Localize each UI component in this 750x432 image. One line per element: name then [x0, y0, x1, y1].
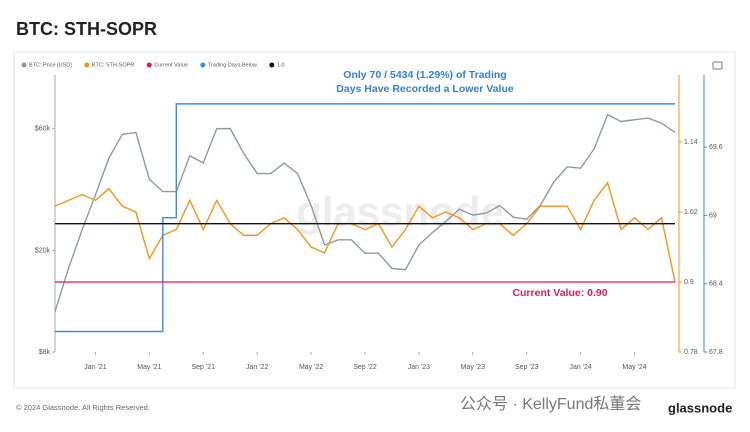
y3-tick-label: 69 — [709, 212, 717, 219]
y3-tick-label: 67.8 — [709, 349, 723, 356]
y2-tick-label: 0.9 — [684, 279, 694, 286]
y2-tick-label: 0.78 — [684, 349, 698, 356]
y3-tick-label: 68.4 — [709, 281, 723, 288]
y3-tick-label: 69.6 — [709, 144, 723, 151]
legend-label: Current Value — [154, 62, 188, 68]
y2-tick-label: 1.14 — [684, 139, 698, 146]
y-tick-label: $20k — [35, 247, 51, 254]
x-tick-label: May '21 — [137, 364, 161, 371]
legend-swatch — [146, 62, 152, 68]
watermark: glassnode — [296, 188, 504, 235]
series-line — [55, 103, 675, 333]
x-tick-label: Sep '22 — [353, 364, 377, 371]
x-tick-label: May '24 — [622, 364, 646, 371]
legend-label: BTC: STH-SOPR — [92, 62, 135, 68]
legend-label: Trading Days Below — [208, 62, 257, 68]
legend-swatch — [200, 62, 206, 68]
y-tick-label: $60k — [35, 125, 51, 132]
legend-swatch — [21, 62, 27, 68]
x-tick-label: Sep '21 — [191, 364, 215, 371]
series-line — [54, 113, 676, 312]
overlay-text: 公众号 · KellyFund私董会 — [460, 395, 641, 413]
legend-label: BTC: Price [USD] — [29, 62, 72, 68]
x-tick-label: Jan '21 — [84, 364, 106, 371]
legend-label: 1.0 — [277, 62, 285, 68]
x-tick-label: May '22 — [299, 364, 323, 371]
chart-frame — [13, 51, 736, 389]
chart-title: BTC: STH-SOPR — [16, 19, 157, 39]
logo: glassnode — [668, 400, 732, 415]
legend-swatch — [269, 62, 275, 68]
x-tick-label: Sep '23 — [515, 364, 539, 371]
x-tick-label: Jan '23 — [408, 364, 430, 371]
x-tick-label: Jan '24 — [569, 364, 591, 371]
x-tick-label: May '23 — [461, 364, 485, 371]
footer: © 2024 Glassnode. All Rights Reserved. — [16, 403, 150, 412]
camera-icon[interactable] — [712, 61, 723, 70]
x-tick-label: Jan '22 — [246, 364, 268, 371]
annotation: Current Value: 0.90 — [512, 287, 607, 299]
series-line — [54, 181, 676, 283]
annotation: Only 70 / 5434 (1.29%) of Trading Days H… — [336, 69, 514, 95]
y-tick-label: $8k — [39, 349, 51, 356]
y2-tick-label: 1.02 — [684, 209, 698, 216]
legend-swatch — [84, 62, 90, 68]
